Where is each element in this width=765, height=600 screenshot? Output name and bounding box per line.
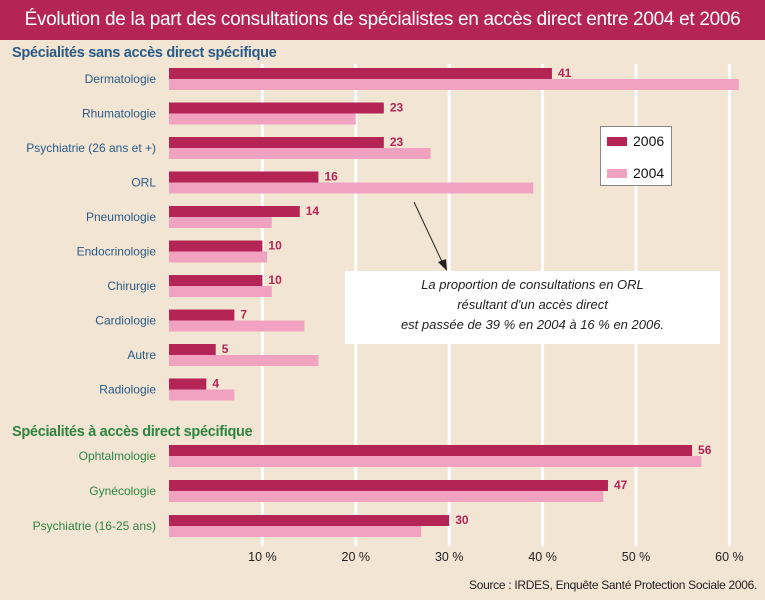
bar-2006	[169, 206, 300, 217]
bar-2004	[169, 217, 272, 228]
category-label: Autre	[127, 348, 156, 362]
value-label-2006: 10	[268, 273, 282, 287]
category-label: Gynécologie	[89, 484, 156, 498]
value-label-2006: 16	[324, 170, 338, 184]
x-tick-label: 30 %	[435, 550, 464, 564]
bar-2006	[169, 515, 450, 526]
bar-2004	[169, 320, 305, 332]
category-label: Cardiologie	[95, 314, 156, 328]
legend-swatch-2006	[607, 136, 627, 146]
value-label-2006: 5	[222, 342, 229, 356]
annotation-box: La proportion de consultations en ORL ré…	[345, 271, 720, 344]
bar-2004	[169, 491, 604, 502]
x-tick-label: 20 %	[342, 550, 371, 564]
value-label-2006: 14	[306, 204, 320, 218]
category-label: Rhumatologie	[82, 107, 156, 121]
category-label: Radiologie	[99, 383, 156, 397]
value-label-2006: 23	[390, 101, 404, 115]
annotation-line-3: est passée de 39 % en 2004 à 16 % en 200…	[400, 317, 665, 332]
bar-2006	[169, 240, 263, 252]
x-tick-label: 10 %	[248, 550, 277, 564]
annotation-arrowhead	[438, 259, 447, 271]
source-note: Source : IRDES, Enquête Santé Protection…	[469, 578, 757, 592]
category-label: Ophtalmologie	[79, 449, 157, 463]
category-label: Dermatologie	[85, 72, 157, 86]
x-tick-label: 40 %	[528, 550, 557, 564]
legend-label-2004: 2004	[633, 165, 665, 181]
category-label: Psychiatrie (16-25 ans)	[33, 519, 156, 533]
bar-2006	[169, 309, 235, 321]
group-title-acces-direct: Spécialités à accès direct spécifique	[12, 424, 253, 440]
value-label-2006: 7	[240, 308, 247, 322]
value-label-2006: 41	[558, 66, 572, 80]
category-label: Psychiatrie (26 ans et +)	[26, 141, 156, 155]
category-label: Pneumologie	[86, 210, 156, 224]
legend-swatch-2004	[607, 168, 627, 178]
legend: 2006 2004	[600, 126, 672, 186]
group-title-sans-acces-direct: Spécialités sans accès direct spécifique	[12, 45, 277, 61]
bar-2004	[169, 251, 268, 263]
bar-2004	[169, 355, 319, 366]
legend-item-2004: 2004	[607, 165, 664, 181]
bar-2004	[169, 148, 431, 159]
category-label: Endocrinologie	[77, 245, 157, 259]
legend-label-2006: 2006	[633, 133, 665, 149]
bar-2004	[169, 286, 272, 297]
annotation-line-2: résultant d'un accès direct	[457, 297, 608, 312]
bar-2004	[169, 526, 422, 537]
annotation-line-1: La proportion de consultations en ORL	[421, 277, 644, 292]
value-label-2006: 4	[212, 377, 219, 391]
bar-2004	[169, 79, 739, 90]
annotation-arrow	[413, 201, 445, 267]
bar-2004	[169, 113, 356, 125]
value-label-2006: 30	[455, 513, 469, 527]
x-tick-label: 60 %	[715, 550, 744, 564]
chart-title: Évolution de la part des consultations d…	[0, 0, 765, 40]
bar-2006	[169, 68, 552, 79]
bar-2006	[169, 102, 384, 114]
bar-2006	[169, 480, 608, 491]
category-label: Chirurgie	[107, 279, 156, 293]
bar-2006	[169, 137, 384, 148]
bar-2006	[169, 378, 207, 390]
bar-2006	[169, 275, 263, 286]
bar-2004	[169, 389, 235, 401]
category-label: ORL	[131, 176, 156, 190]
x-tick-label: 50 %	[622, 550, 651, 564]
bar-2004	[169, 182, 534, 194]
bar-2004	[169, 456, 702, 467]
bar-2006	[169, 344, 216, 355]
value-label-2006: 23	[390, 135, 404, 149]
value-label-2006: 47	[614, 478, 628, 492]
value-label-2006: 56	[698, 443, 712, 457]
legend-item-2006: 2006	[607, 133, 664, 149]
value-label-2006: 10	[268, 239, 282, 253]
bar-2006	[169, 171, 319, 183]
bar-2006	[169, 445, 693, 456]
